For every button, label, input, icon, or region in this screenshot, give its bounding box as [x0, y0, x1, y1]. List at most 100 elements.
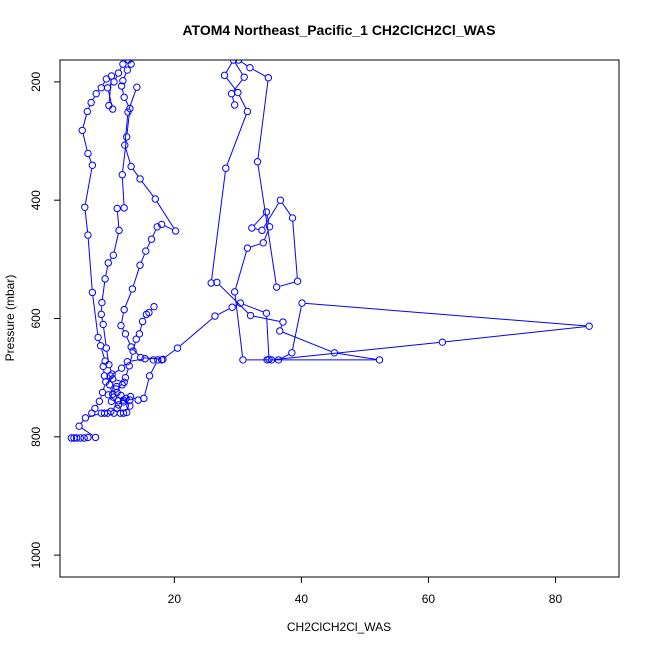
data-series	[78, 60, 127, 417]
data-point-marker	[141, 355, 149, 363]
data-point-marker	[109, 390, 117, 398]
series-line-segment	[130, 358, 142, 362]
series-line-segment	[211, 171, 226, 280]
data-point-marker	[236, 299, 245, 307]
series-line-segment	[257, 81, 269, 159]
data-point-marker	[145, 308, 153, 317]
series-line-segment	[103, 327, 107, 345]
series-line-segment	[112, 369, 119, 375]
series-line-segment	[263, 203, 279, 228]
series-line-segment	[122, 140, 127, 172]
data-point-marker	[81, 414, 90, 422]
series-line-segment	[123, 73, 127, 78]
series-line-segment	[82, 133, 88, 151]
data-point-marker	[120, 378, 128, 387]
series-line-segment	[133, 397, 136, 400]
series-line-segment	[106, 351, 109, 362]
data-point-marker	[104, 259, 112, 267]
data-point-marker	[136, 261, 144, 269]
series-line-segment	[133, 349, 139, 356]
series-line-segment	[82, 114, 87, 128]
series-line-segment	[253, 315, 280, 322]
data-point-marker	[149, 356, 158, 364]
series-line-segment	[150, 362, 157, 373]
series-line-segment	[252, 68, 266, 77]
data-point-marker	[109, 251, 118, 259]
data-point-marker	[142, 247, 150, 255]
data-point-marker	[438, 338, 447, 346]
y-tick-label: 400	[29, 190, 43, 210]
series-line-segment	[128, 90, 137, 109]
series-line-segment	[266, 316, 270, 356]
series-line-segment	[121, 313, 124, 323]
series-line-segment	[92, 295, 99, 334]
data-point-marker	[246, 63, 254, 72]
data-point-marker	[276, 196, 285, 204]
data-point-marker	[67, 434, 76, 442]
data-point-marker	[127, 162, 135, 171]
series-line-segment	[84, 210, 89, 232]
data-point-marker	[118, 381, 126, 389]
data-point-marker	[133, 83, 141, 91]
data-point-marker	[91, 404, 99, 413]
series-line-segment	[292, 221, 298, 278]
series-line-segment	[164, 225, 173, 230]
series-line-segment	[445, 326, 586, 343]
series-line-segment	[243, 303, 264, 313]
series-line-segment	[126, 398, 128, 401]
series-line-segment	[250, 243, 261, 248]
data-point-marker	[94, 333, 102, 342]
series-line-segment	[233, 79, 243, 92]
series-line-segment	[115, 76, 118, 79]
data-point-marker	[585, 322, 593, 330]
data-point-marker	[222, 164, 230, 172]
data-point-marker	[115, 226, 123, 235]
data-point-marker	[150, 302, 158, 311]
series-line-segment	[125, 292, 132, 307]
data-point-marker	[157, 356, 166, 364]
data-point-marker	[117, 321, 125, 330]
series-line-segment	[275, 342, 439, 361]
series-line-segment	[219, 284, 249, 314]
series-line-segment	[109, 367, 112, 371]
data-point-marker	[298, 299, 306, 307]
series-line-segment	[179, 318, 213, 347]
data-point-marker	[127, 60, 135, 68]
data-point-marker	[113, 204, 121, 213]
data-point-marker	[122, 133, 131, 141]
data-point-marker	[72, 434, 81, 442]
series-line-segment	[84, 168, 93, 204]
data-point-marker	[171, 227, 180, 235]
series-line-segment	[110, 388, 113, 391]
series-line-segment	[144, 379, 150, 395]
data-point-marker	[274, 356, 283, 364]
series-line-segment	[121, 89, 124, 94]
series-line-segment	[234, 62, 243, 75]
series-line-segment	[282, 202, 291, 216]
data-point-marker	[288, 349, 296, 357]
data-point-marker	[272, 283, 281, 291]
series-line-segment	[156, 201, 175, 229]
data-point-marker	[100, 372, 109, 380]
data-point-marker	[288, 214, 297, 222]
series-line-segment	[281, 354, 289, 359]
data-point-marker	[243, 107, 252, 116]
series-line-segment	[105, 266, 109, 276]
series-line-segment	[146, 242, 151, 249]
series-line-segment	[101, 317, 104, 321]
series-line-segment	[279, 281, 295, 287]
series-line-segment	[109, 377, 112, 382]
data-point-marker	[239, 356, 247, 364]
series-line-segment	[96, 404, 98, 406]
data-point-marker	[108, 370, 116, 378]
data-point-marker	[126, 402, 134, 410]
series-line-segment	[80, 420, 84, 424]
series-line-segment	[88, 156, 92, 163]
data-point-marker	[107, 407, 115, 416]
series-line-segment	[88, 105, 91, 109]
data-point-marker	[84, 149, 92, 158]
series-line-segment	[282, 331, 332, 352]
data-point-marker	[211, 312, 219, 320]
data-point-marker	[105, 360, 113, 369]
data-point-marker	[107, 72, 116, 80]
